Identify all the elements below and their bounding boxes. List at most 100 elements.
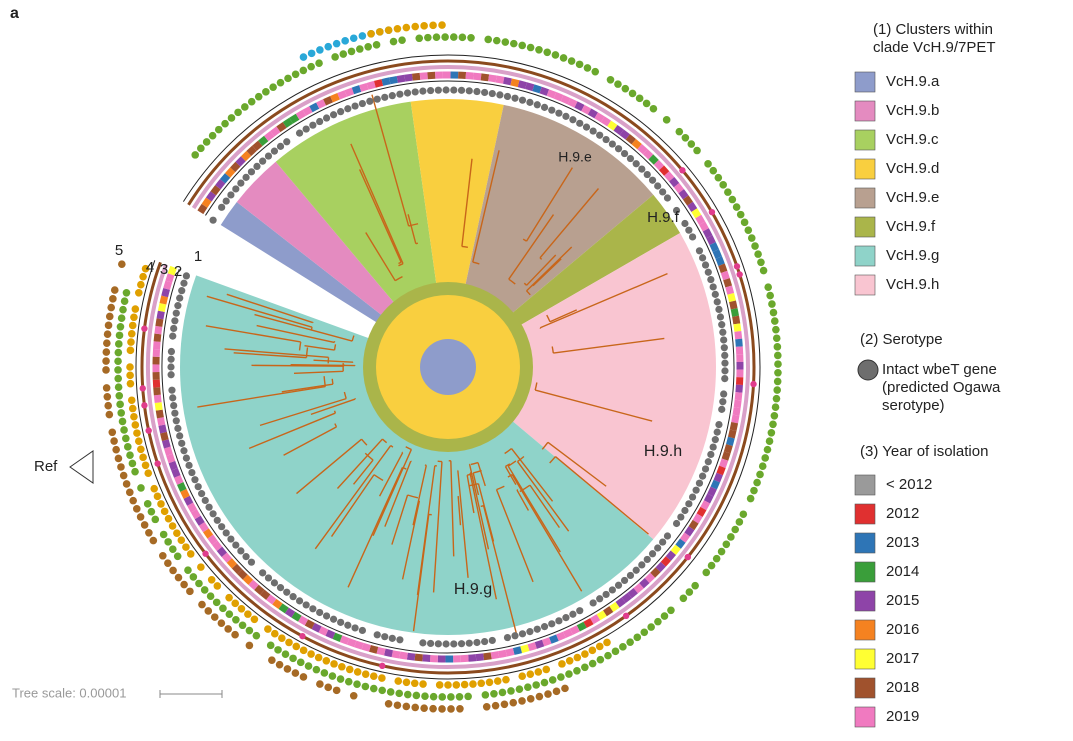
year-cell (187, 502, 197, 513)
serotype-dot (540, 623, 549, 631)
serotype-dot (191, 476, 199, 484)
ring-dot (591, 67, 600, 76)
legend-label: VcH.9.g (886, 247, 939, 264)
year-cell (642, 149, 654, 160)
year-cell (156, 310, 165, 320)
ring-dot (147, 507, 156, 516)
ring-dot (322, 656, 331, 665)
year-cell (631, 138, 642, 150)
year-cell (669, 177, 680, 188)
ring-dot (722, 540, 731, 549)
ring-dot (105, 410, 114, 419)
serotype-dot (201, 496, 209, 505)
branch (358, 169, 402, 265)
branch (551, 337, 665, 354)
ring-dot (225, 593, 233, 602)
ring-dot (130, 412, 138, 421)
ring-dot (484, 35, 493, 44)
ring-dot (182, 543, 190, 551)
year-cell (473, 72, 482, 81)
year-cell (411, 72, 421, 81)
serotype-dot (427, 86, 435, 95)
ring-dot (116, 322, 125, 331)
ring-dot (110, 286, 119, 294)
ring-dot (186, 587, 194, 596)
ring-dot (338, 662, 346, 671)
year-cell (633, 583, 644, 594)
serotype-dot (396, 636, 404, 644)
ring-dot (271, 629, 279, 638)
year-cell (563, 628, 573, 638)
serotype-dot (270, 147, 279, 155)
ring-dot (766, 291, 774, 300)
ring-dot (548, 676, 557, 684)
serotype-dot (198, 490, 206, 498)
ring-dot (128, 459, 137, 468)
ring-dot (429, 704, 437, 713)
serotype-dot (533, 625, 541, 633)
year-cell (723, 278, 733, 288)
serotype-dot (174, 302, 182, 310)
branch (407, 214, 419, 245)
serotype-dot (663, 532, 672, 540)
year-cell (260, 589, 271, 600)
ring-dot (232, 615, 240, 624)
year-cell (648, 154, 659, 165)
branch (296, 438, 368, 495)
year-cell (207, 534, 218, 545)
ring-dot (268, 656, 276, 664)
ring-dot (150, 484, 159, 493)
year-cell (156, 417, 166, 426)
serotype-dot (167, 371, 175, 379)
year-cell (309, 102, 320, 113)
ring-dot (492, 36, 501, 45)
year-cell (615, 597, 626, 608)
serotype-dot (569, 116, 577, 124)
tree: 5 4 3 21 H.9.e H.9.f H.9.g H.9.h (102, 21, 782, 713)
legend-label: VcH.9.d (886, 160, 939, 177)
year-cell (512, 646, 522, 655)
ring-dot (621, 84, 630, 93)
branch (347, 466, 407, 588)
ring-dot (393, 701, 402, 710)
year-cell (721, 451, 731, 461)
serotype-dot (450, 86, 458, 94)
legend-title: clade VcH.9/7PET (873, 39, 996, 56)
ring-dot (231, 630, 239, 639)
clade-sector (448, 233, 716, 540)
year-cell (553, 92, 564, 102)
year-cell (658, 165, 670, 176)
serotype-dot (582, 123, 591, 131)
ring-dot (384, 26, 393, 34)
branch (365, 232, 403, 282)
ring-dot (137, 280, 145, 289)
serotype-dot (222, 197, 230, 205)
serotype-dot (337, 618, 345, 626)
serotype-dot (295, 129, 304, 137)
ring-dot (119, 471, 128, 480)
ring-dot (173, 552, 182, 561)
serotype-dot (654, 182, 662, 190)
year-cell (490, 651, 500, 660)
ring-dot (753, 478, 761, 487)
ring-dot (291, 70, 300, 79)
serotype-dot (701, 261, 710, 269)
legend-label: VcH.9.a (886, 73, 940, 90)
year-cell (183, 495, 194, 506)
ring-dot (751, 242, 759, 250)
ring-dot (501, 38, 510, 46)
ring-dot (159, 530, 168, 539)
serotype-dot (169, 394, 177, 402)
ring-dot (169, 566, 177, 575)
year-cell (154, 402, 163, 411)
serotype-dot (209, 510, 217, 518)
serotype-dot (419, 87, 427, 95)
ring-dot (424, 33, 432, 42)
ring-dot (324, 42, 333, 51)
legend-label: 2018 (886, 679, 919, 696)
serotype-dot (232, 541, 240, 549)
serotype-dot (176, 432, 184, 440)
branch (313, 359, 354, 363)
branch (472, 150, 500, 265)
serotype-dot (704, 458, 712, 466)
